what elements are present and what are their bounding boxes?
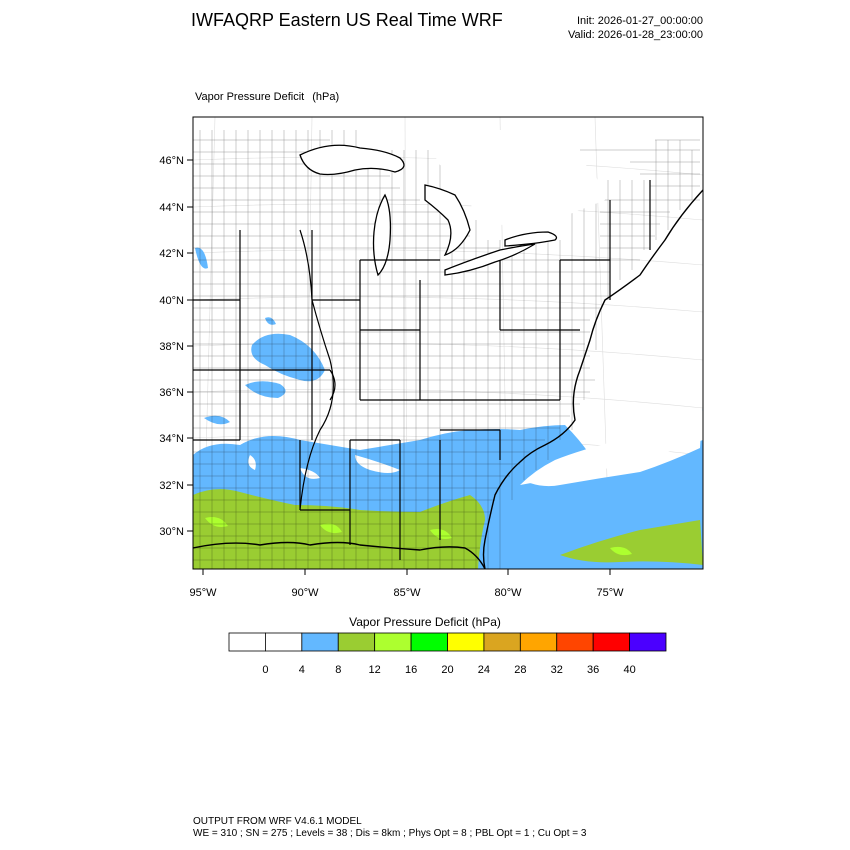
lake-erie: [444, 243, 536, 276]
lake-huron: [424, 184, 471, 257]
longitude-labels: 95°W 90°W 85°W 80°W 75°W: [189, 587, 624, 599]
mississippi-river-boundary: [299, 229, 334, 511]
state-boundaries: [193, 180, 651, 560]
colorbar-tick-label: 28: [514, 664, 526, 676]
colorbar-swatch: [374, 632, 412, 652]
colorbar-tick-label: 4: [299, 664, 305, 676]
map-subtitle: Vapor Pressure Deficit (hPa): [195, 91, 339, 103]
lake-superior: [299, 144, 405, 176]
plot-title: IWFAQRP Eastern US Real Time WRF: [191, 10, 503, 30]
gulf-coastline: [193, 541, 486, 569]
lon-label: 90°W: [291, 587, 319, 599]
lake-ontario: [504, 231, 558, 247]
lat-label: 40°N: [159, 295, 184, 307]
footer-line-2: WE = 310 ; SN = 275 ; Levels = 38 ; Dis …: [193, 828, 587, 839]
lon-label: 75°W: [596, 587, 624, 599]
lat-label: 32°N: [159, 480, 184, 492]
lat-label: 30°N: [159, 526, 184, 538]
colorbar-tick-label: 40: [623, 664, 635, 676]
colorbar-swatch: [228, 632, 266, 652]
colorbar-tick-label: 12: [369, 664, 381, 676]
lat-label: 34°N: [159, 433, 184, 445]
colorbar-tick-label: 8: [335, 664, 341, 676]
county-lines: [193, 130, 700, 569]
lake-michigan: [372, 193, 392, 277]
colorbar-swatch: [265, 632, 303, 652]
colorbar-swatch: [301, 632, 339, 652]
colorbar-swatch: [556, 632, 594, 652]
colorbar-tick-label: 0: [262, 664, 268, 676]
water-bodies: [299, 130, 605, 277]
colorbar-swatch: [447, 632, 485, 652]
colorbar-swatch: [519, 632, 558, 652]
colorbar-swatch: [629, 632, 667, 652]
lon-label: 85°W: [393, 587, 421, 599]
lat-label: 46°N: [159, 155, 184, 167]
colorbar-tick-label: 20: [441, 664, 453, 676]
canada-blank: [430, 130, 605, 226]
map-variable: Vapor Pressure Deficit: [195, 91, 305, 103]
map-units: (hPa): [312, 91, 340, 103]
latitude-labels: 46°N 44°N 42°N 40°N 38°N 36°N 34°N 32°N 30°N: [159, 155, 184, 538]
lon-label: 95°W: [189, 587, 217, 599]
time-info: Init: 2026-01-27_00:00:00 Valid: 2026-01…: [568, 14, 703, 42]
footer-line-1: OUTPUT FROM WRF V4.6.1 MODEL: [193, 816, 362, 827]
lat-label: 38°N: [159, 341, 184, 353]
colorbar-tick-label: 32: [551, 664, 563, 676]
colorbar-swatch: [337, 632, 376, 652]
colorbar-tick-label: 36: [587, 664, 599, 676]
model-footer: OUTPUT FROM WRF V4.6.1 MODEL WE = 310 ; …: [193, 816, 586, 840]
valid-time: Valid: 2026-01-28_23:00:00: [568, 29, 703, 41]
map-field: [193, 117, 703, 569]
colorbar-swatch: [410, 632, 448, 652]
colorbar-swatch: [483, 632, 521, 652]
lon-label: 80°W: [494, 587, 522, 599]
lat-label: 36°N: [159, 387, 184, 399]
colorbar-tick-label: 16: [405, 664, 417, 676]
lat-label: 44°N: [159, 202, 184, 214]
map-frame: [192, 116, 704, 570]
lat-label: 42°N: [159, 248, 184, 260]
vpd-12-16-area: [205, 517, 632, 556]
atlantic-coastline: [482, 189, 703, 569]
colorbar-title: Vapor Pressure Deficit (hPa): [349, 615, 501, 629]
ocean-clear-area: [520, 410, 703, 485]
colorbar-swatch: [592, 632, 630, 652]
colorbar-tick-label: 24: [478, 664, 490, 676]
colorbar: 0 4 8 12 16 20 24 28 32 36 40: [228, 632, 667, 676]
init-time: Init: 2026-01-27_00:00:00: [577, 15, 703, 27]
